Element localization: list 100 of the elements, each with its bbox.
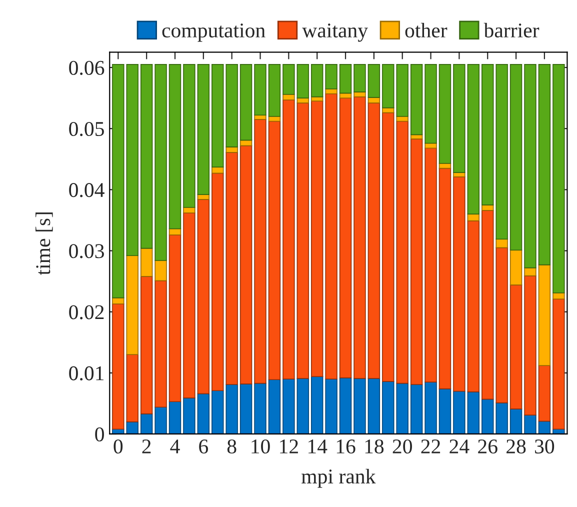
legend-label: computation: [162, 24, 266, 42]
bar: [524, 414, 536, 434]
bar: [438, 64, 452, 164]
bar: [424, 382, 437, 434]
bar: [154, 406, 167, 434]
bar: [226, 152, 238, 385]
bar: [467, 391, 480, 434]
bar: [325, 378, 338, 434]
x-tick-label: 24: [450, 440, 470, 454]
bar: [325, 93, 338, 380]
bar: [482, 210, 494, 400]
bar: [168, 401, 182, 434]
bar: [538, 365, 551, 422]
bar: [538, 264, 551, 366]
bar: [254, 114, 266, 120]
bar: [226, 146, 238, 153]
bar: [354, 378, 366, 434]
y-tick-label: 0.06: [69, 60, 104, 76]
bar: [396, 382, 408, 434]
bar: [410, 138, 423, 385]
x-tick-label: 4: [170, 440, 180, 454]
bar: [424, 142, 437, 149]
bar: [112, 64, 124, 298]
x-tick-label: 30: [535, 439, 554, 454]
y-tick-label: 0.02: [69, 305, 104, 320]
bar: [140, 413, 153, 434]
bar: [140, 64, 153, 249]
bar: [354, 64, 366, 92]
x-tick-label: 14: [308, 440, 328, 454]
x-axis-title: mpi rank: [302, 468, 376, 488]
bar: [140, 276, 153, 414]
bar: [538, 64, 551, 266]
x-tick-label: 6: [199, 440, 208, 454]
bar: [339, 64, 352, 94]
x-tick-label: 22: [421, 440, 440, 454]
bar: [296, 378, 309, 434]
bar: [212, 390, 224, 434]
bar: [510, 284, 522, 410]
bar: [296, 64, 309, 98]
x-tick-label: 2: [142, 440, 151, 454]
bar: [140, 248, 153, 277]
bar: [183, 64, 196, 208]
y-tick-label: 0.03: [69, 244, 104, 258]
bar: [382, 64, 394, 108]
bar: [538, 420, 551, 434]
bar: [126, 354, 138, 422]
bar: [424, 64, 437, 144]
bar: [382, 381, 394, 434]
bar: [282, 378, 295, 434]
bar: [240, 64, 252, 141]
bar: [240, 383, 252, 434]
bar: [197, 64, 210, 195]
bar: [282, 99, 295, 380]
bar: [183, 206, 196, 214]
bar: [268, 120, 281, 380]
legend-label: other: [405, 22, 448, 38]
x-tick-label: 8: [227, 439, 236, 454]
bar: [396, 64, 408, 117]
bar: [168, 228, 182, 236]
bar: [154, 64, 167, 261]
bar: [339, 98, 352, 378]
bar: [212, 172, 224, 392]
x-tick-label: 10: [252, 439, 270, 454]
bar: [254, 64, 266, 116]
bar: [168, 234, 182, 402]
bar: [453, 176, 466, 392]
bar: [126, 255, 138, 356]
bar: [496, 238, 508, 248]
bar: [112, 297, 124, 304]
bar: [183, 398, 196, 434]
x-tick-label: 26: [478, 440, 498, 454]
bar: [325, 64, 338, 90]
bar: [354, 96, 366, 379]
bar: [296, 102, 309, 379]
bar: [453, 64, 466, 173]
bar: [496, 64, 508, 240]
bar: [552, 64, 565, 294]
bar: [482, 64, 494, 206]
bar: [396, 120, 408, 384]
bar: [282, 64, 295, 95]
bar: [282, 94, 295, 100]
bar: [226, 384, 238, 434]
bar: [126, 64, 138, 256]
bar: [410, 384, 423, 434]
bar: [154, 280, 167, 408]
bar: [524, 64, 536, 268]
bar: [212, 64, 224, 168]
bar: [197, 393, 210, 434]
y-tick-label: 0: [95, 427, 104, 442]
bar: [197, 199, 210, 394]
bar: [183, 212, 196, 398]
bar: [424, 148, 437, 382]
legend-label: barrier: [484, 22, 540, 38]
bar: [310, 64, 324, 98]
bar: [240, 145, 252, 384]
bar: [510, 250, 522, 286]
bar: [467, 64, 480, 215]
bar: [453, 390, 466, 434]
y-tick-label: 0.04: [69, 183, 104, 198]
x-tick-label: 0: [114, 439, 123, 454]
